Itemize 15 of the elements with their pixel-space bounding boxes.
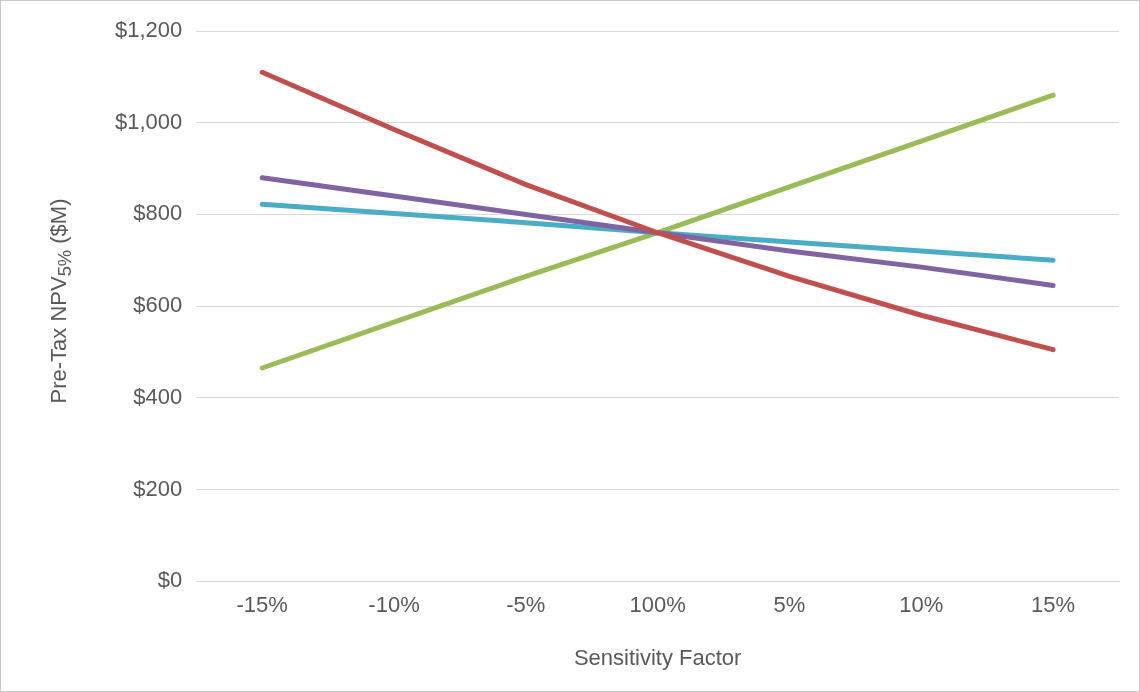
y-tick-label: $400 bbox=[133, 383, 183, 409]
x-tick-label: 100% bbox=[629, 592, 686, 618]
y-tick-label: $200 bbox=[133, 475, 183, 501]
x-tick-label: 10% bbox=[899, 592, 944, 618]
x-axis-title: Sensitivity Factor bbox=[573, 644, 742, 670]
y-tick-label: $800 bbox=[133, 200, 183, 226]
y-tick-label: $1,000 bbox=[114, 108, 183, 134]
x-tick-label: -10% bbox=[368, 592, 420, 618]
y-tick-label: $600 bbox=[133, 292, 183, 318]
y-tick-label: $1,200 bbox=[114, 17, 183, 43]
x-tick-label: 5% bbox=[773, 592, 806, 618]
x-tick-label: -15% bbox=[236, 592, 288, 618]
x-tick-label: -5% bbox=[506, 592, 546, 618]
x-tick-label: 15% bbox=[1031, 592, 1076, 618]
y-tick-label: $0 bbox=[157, 567, 183, 593]
